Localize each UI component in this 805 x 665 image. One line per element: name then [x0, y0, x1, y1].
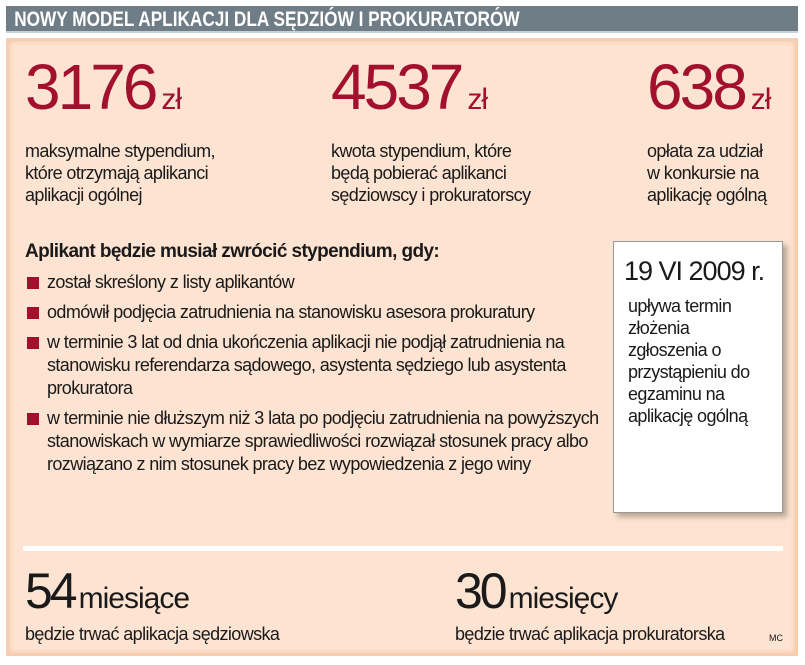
stat-scholarship-max: 3176 zł maksymalne stypendium, które otrzy…: [25, 55, 215, 206]
repayment-conditions: Aplikant będzie musiał zwrócić stypendiu…: [25, 241, 605, 483]
deadline-box: 19 VI 2009 r. upływa termin złożenia zgł…: [613, 241, 783, 513]
title-bar: NOWY MODEL APLIKACJI DLA SĘDZIÓW I PROKU…: [6, 6, 798, 33]
condition-item: odmówił podjęcia zatrudnienia na stanowi…: [25, 301, 605, 324]
duration-unit: miesiące: [78, 582, 190, 615]
stat-unit: zł: [467, 83, 488, 116]
duration-judicial: 54 miesiące będzie trwać aplikacja sędzio…: [25, 563, 280, 645]
stat-value: 4537: [331, 51, 464, 123]
deadline-date: 19 VI 2009 r.: [624, 256, 765, 286]
conditions-heading: Aplikant będzie musiał zwrócić stypendiu…: [25, 241, 440, 262]
stat-value: 3176: [25, 51, 158, 123]
condition-item: w terminie nie dłuższym niż 3 lata po po…: [25, 407, 605, 476]
stat-desc: aplikacji ogólnej: [25, 185, 142, 205]
duration-text: będzie trwać aplikacja sędziowska: [25, 624, 280, 644]
condition-item: został skreślony z listy aplikantów: [25, 271, 605, 294]
stat-desc: kwota stypendium, które: [331, 141, 512, 161]
stat-desc: sędziowscy i prokuratorscy: [331, 185, 531, 205]
stat-desc: opłata za udział: [647, 141, 763, 161]
infographic-panel: 3176 zł maksymalne stypendium, które otrzy…: [6, 38, 798, 656]
deadline-text: upływa termin złożenia zgłoszenia o przy…: [628, 296, 750, 426]
condition-item: w terminie 3 lat od dnia ukończenia apli…: [25, 331, 605, 400]
duration-value: 30: [455, 563, 508, 619]
stat-desc: które otrzymają aplikanci: [25, 163, 209, 183]
duration-unit: miesięcy: [508, 582, 619, 615]
stat-unit: zł: [161, 83, 182, 116]
title: NOWY MODEL APLIKACJI DLA SĘDZIÓW I PROKU…: [14, 8, 520, 31]
stat-desc: maksymalne stypendium,: [25, 141, 215, 161]
stat-desc: w konkursie na: [647, 163, 759, 183]
divider: [23, 546, 783, 551]
stat-desc: aplikację ogólną: [647, 185, 767, 205]
stat-unit: zł: [750, 83, 772, 116]
stat-value: 638: [647, 51, 748, 123]
duration-value: 54: [25, 563, 78, 619]
stat-fee: 638 zł opłata za udział w konkursie na apli…: [647, 55, 772, 206]
author-credit: MC: [769, 633, 783, 643]
stat-scholarship-amount: 4537 zł kwota stypendium, które będą pobie…: [331, 55, 531, 206]
stat-desc: będą pobierać aplikanci: [331, 163, 507, 183]
duration-prosecutor: 30 miesięcy będzie trwać aplikacja prokur…: [455, 566, 725, 645]
duration-text: będzie trwać aplikacja prokuratorska: [455, 624, 725, 644]
